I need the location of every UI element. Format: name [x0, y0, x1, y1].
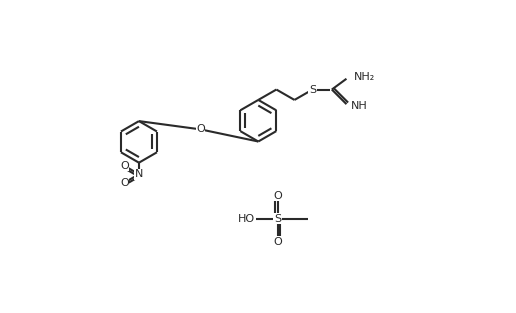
Text: O: O — [273, 237, 282, 247]
Text: O: O — [196, 124, 205, 134]
Text: O: O — [273, 191, 282, 201]
Text: NH₂: NH₂ — [353, 72, 375, 82]
Text: N: N — [135, 169, 143, 179]
Text: S: S — [274, 214, 281, 224]
Text: HO: HO — [238, 214, 255, 224]
Text: NH: NH — [351, 101, 368, 111]
Text: S: S — [309, 85, 316, 95]
Text: O: O — [120, 161, 128, 171]
Text: O: O — [120, 178, 128, 188]
